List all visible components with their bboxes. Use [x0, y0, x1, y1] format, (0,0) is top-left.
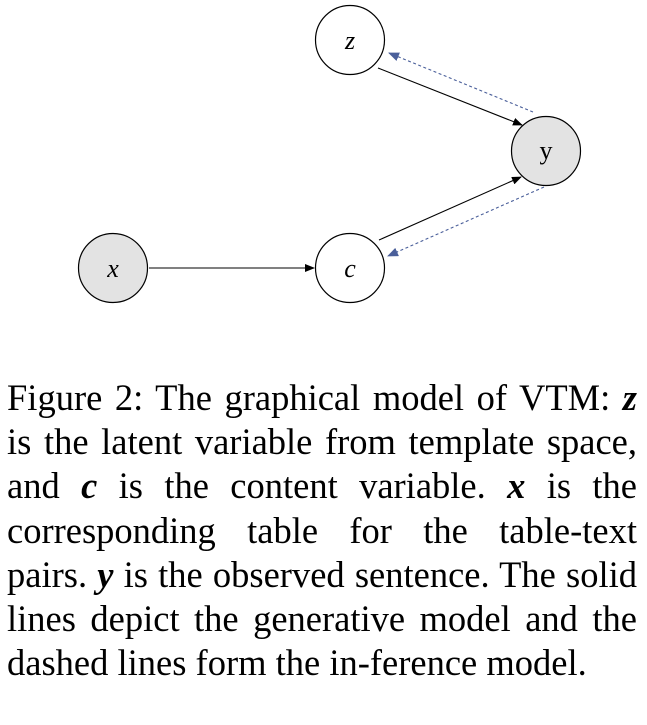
caption-part2: is the content variable.	[118, 465, 486, 507]
node-x-label: x	[106, 254, 119, 283]
node-c: c	[314, 232, 386, 304]
caption-var-z: z	[622, 377, 638, 418]
edge-c-to-y	[378, 176, 522, 241]
edge-y-to-z-dashed	[388, 52, 534, 113]
caption-var-y: y	[97, 553, 114, 595]
node-y-label: y	[540, 136, 553, 165]
node-z: z	[314, 4, 386, 76]
edge-y-to-c-dashed	[387, 186, 545, 257]
figure-caption: Figure 2: The graphical model of VTM: z …	[7, 376, 637, 685]
caption-var-c: c	[81, 465, 98, 507]
edge-z-to-y	[377, 67, 523, 126]
node-z-label: z	[344, 26, 355, 55]
caption-part1: is the latent variable from template spa…	[7, 421, 637, 507]
caption-prefix: Figure 2: The graphical model of VTM:	[7, 377, 611, 418]
node-y: y	[510, 115, 582, 187]
caption-part4: is the observed sentence. The solid line…	[7, 553, 638, 684]
node-c-label: c	[344, 254, 356, 283]
graphical-model-diagram: z y x c	[77, 4, 582, 304]
caption-var-x: x	[507, 465, 526, 507]
node-x: x	[77, 232, 149, 304]
caption-part3: is the corresponding table for the table…	[7, 465, 637, 595]
